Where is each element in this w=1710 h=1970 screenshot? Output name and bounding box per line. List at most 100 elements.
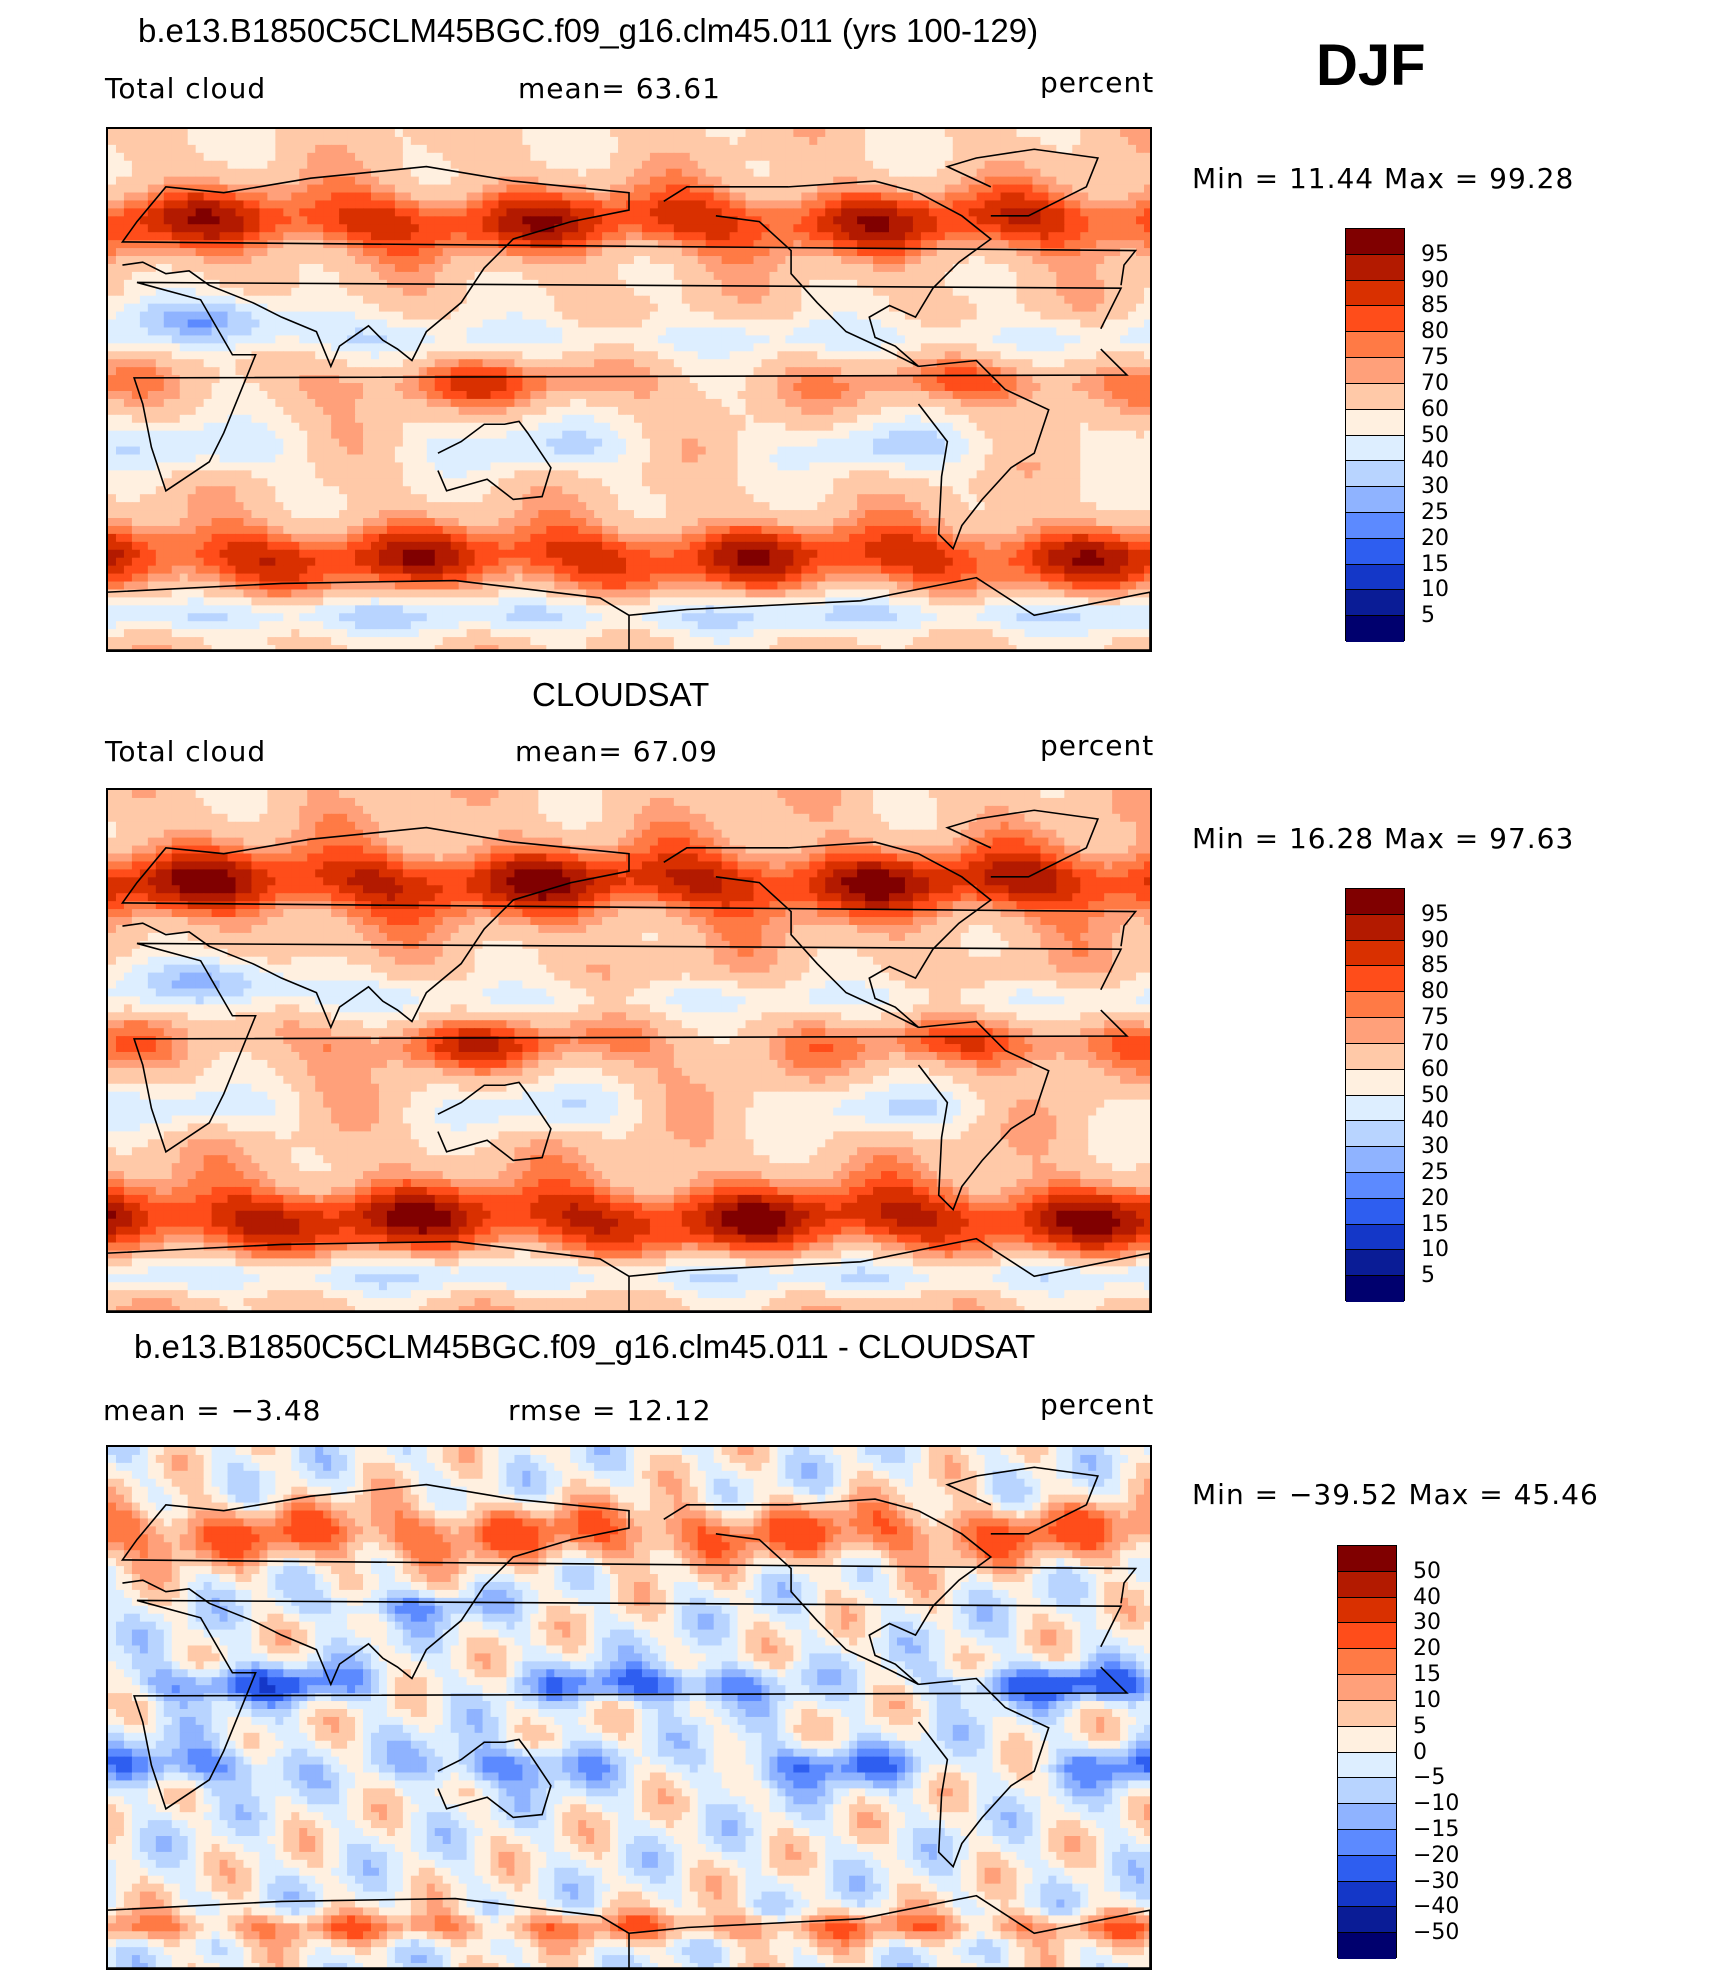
colorbar-label: 20 (1413, 1636, 1441, 1661)
colorbar-label: 95 (1421, 902, 1449, 927)
colorbar-swatch (1338, 1907, 1396, 1933)
colorbar-label: −30 (1413, 1869, 1459, 1894)
colorbar-label: 10 (1413, 1688, 1441, 1713)
colorbar-swatch (1346, 1199, 1404, 1225)
colorbar-swatch (1338, 1856, 1396, 1882)
colorbar-swatch (1338, 1598, 1396, 1624)
colorbar-label: −50 (1413, 1920, 1459, 1945)
colorbar-swatch (1346, 1018, 1404, 1044)
colorbar-label: −10 (1413, 1791, 1459, 1816)
colorbar-swatch (1346, 590, 1404, 616)
colorbar-swatch (1338, 1933, 1396, 1959)
colorbar-swatch (1346, 992, 1404, 1018)
colorbar-swatch (1346, 1096, 1404, 1122)
colorbar-swatch (1346, 539, 1404, 565)
colorbar-label: 10 (1421, 577, 1449, 602)
colorbar-swatch (1338, 1727, 1396, 1753)
colorbar-swatch (1346, 332, 1404, 358)
colorbar-swatch (1346, 255, 1404, 281)
colorbar-swatch (1338, 1830, 1396, 1856)
colorbar-swatch (1346, 941, 1404, 967)
colorbar-label: 20 (1421, 526, 1449, 551)
colorbar-label: 50 (1413, 1559, 1441, 1584)
panel3-title: b.e13.B1850C5CLM45BGC.f09_g16.clm45.011 … (134, 1328, 1035, 1366)
colorbar-swatch (1338, 1778, 1396, 1804)
colorbar-swatch (1346, 1250, 1404, 1276)
panel2-map (106, 788, 1152, 1313)
colorbar-label: 40 (1413, 1585, 1441, 1610)
panel1-map (106, 127, 1152, 652)
colorbar-swatch (1346, 1070, 1404, 1096)
panel3-minmax: Min = −39.52 Max = 45.46 (1192, 1478, 1599, 1511)
colorbar-label: −40 (1413, 1894, 1459, 1919)
colorbar-swatch (1338, 1701, 1396, 1727)
panel2-mean-label: mean= 67.09 (515, 735, 718, 768)
colorbar-label: 80 (1421, 319, 1449, 344)
season-label: DJF (1316, 32, 1426, 99)
colorbar-label: 70 (1421, 371, 1449, 396)
colorbar-swatch (1338, 1546, 1396, 1572)
colorbar-label: 95 (1421, 242, 1449, 267)
panel3-colorbar (1337, 1545, 1397, 1958)
colorbar-swatch (1346, 616, 1404, 642)
colorbar-label: 90 (1421, 268, 1449, 293)
panel2-colorbar (1345, 888, 1405, 1301)
colorbar-swatch (1346, 1276, 1404, 1302)
colorbar-swatch (1338, 1623, 1396, 1649)
colorbar-label: 5 (1421, 1263, 1435, 1288)
colorbar-label: −15 (1413, 1817, 1459, 1842)
colorbar-swatch (1346, 358, 1404, 384)
colorbar-swatch (1346, 384, 1404, 410)
colorbar-label: 0 (1413, 1740, 1427, 1765)
panel2-title: CLOUDSAT (532, 676, 709, 714)
colorbar-label: 60 (1421, 397, 1449, 422)
colorbar-swatch (1346, 461, 1404, 487)
panel1-variable-label: Total cloud (105, 72, 266, 105)
colorbar-label: −20 (1413, 1843, 1459, 1868)
colorbar-label: 30 (1421, 1134, 1449, 1159)
panel3-mean-label: mean = −3.48 (103, 1394, 321, 1427)
colorbar-label: 80 (1421, 979, 1449, 1004)
colorbar-label: 50 (1421, 1083, 1449, 1108)
colorbar-label: 85 (1421, 293, 1449, 318)
colorbar-swatch (1346, 281, 1404, 307)
colorbar-label: 75 (1421, 1005, 1449, 1030)
colorbar-swatch (1346, 1044, 1404, 1070)
colorbar-swatch (1346, 513, 1404, 539)
colorbar-label: 25 (1421, 500, 1449, 525)
colorbar-swatch (1346, 487, 1404, 513)
colorbar-label: 5 (1421, 603, 1435, 628)
colorbar-label: 40 (1421, 1108, 1449, 1133)
colorbar-swatch (1338, 1649, 1396, 1675)
colorbar-swatch (1346, 915, 1404, 941)
colorbar-label: 10 (1421, 1237, 1449, 1262)
colorbar-swatch (1346, 229, 1404, 255)
colorbar-label: 30 (1421, 474, 1449, 499)
colorbar-label: 25 (1421, 1160, 1449, 1185)
colorbar-label: 15 (1421, 1212, 1449, 1237)
colorbar-swatch (1346, 1173, 1404, 1199)
colorbar-label: 90 (1421, 928, 1449, 953)
colorbar-swatch (1346, 1121, 1404, 1147)
colorbar-label: 40 (1421, 448, 1449, 473)
colorbar-label: 15 (1421, 552, 1449, 577)
colorbar-swatch (1346, 1225, 1404, 1251)
colorbar-label: −5 (1413, 1765, 1445, 1790)
panel1-mean-label: mean= 63.61 (518, 72, 721, 105)
colorbar-swatch (1338, 1804, 1396, 1830)
colorbar-swatch (1338, 1882, 1396, 1908)
colorbar-label: 30 (1413, 1610, 1441, 1635)
colorbar-label: 70 (1421, 1031, 1449, 1056)
colorbar-swatch (1338, 1753, 1396, 1779)
colorbar-swatch (1338, 1572, 1396, 1598)
colorbar-label: 20 (1421, 1186, 1449, 1211)
colorbar-swatch (1346, 410, 1404, 436)
colorbar-swatch (1346, 966, 1404, 992)
colorbar-label: 50 (1421, 423, 1449, 448)
colorbar-label: 15 (1413, 1662, 1441, 1687)
panel2-units-label: percent (1040, 729, 1154, 762)
colorbar-swatch (1346, 306, 1404, 332)
colorbar-label: 75 (1421, 345, 1449, 370)
panel2-minmax: Min = 16.28 Max = 97.63 (1192, 822, 1574, 855)
colorbar-swatch (1346, 565, 1404, 591)
